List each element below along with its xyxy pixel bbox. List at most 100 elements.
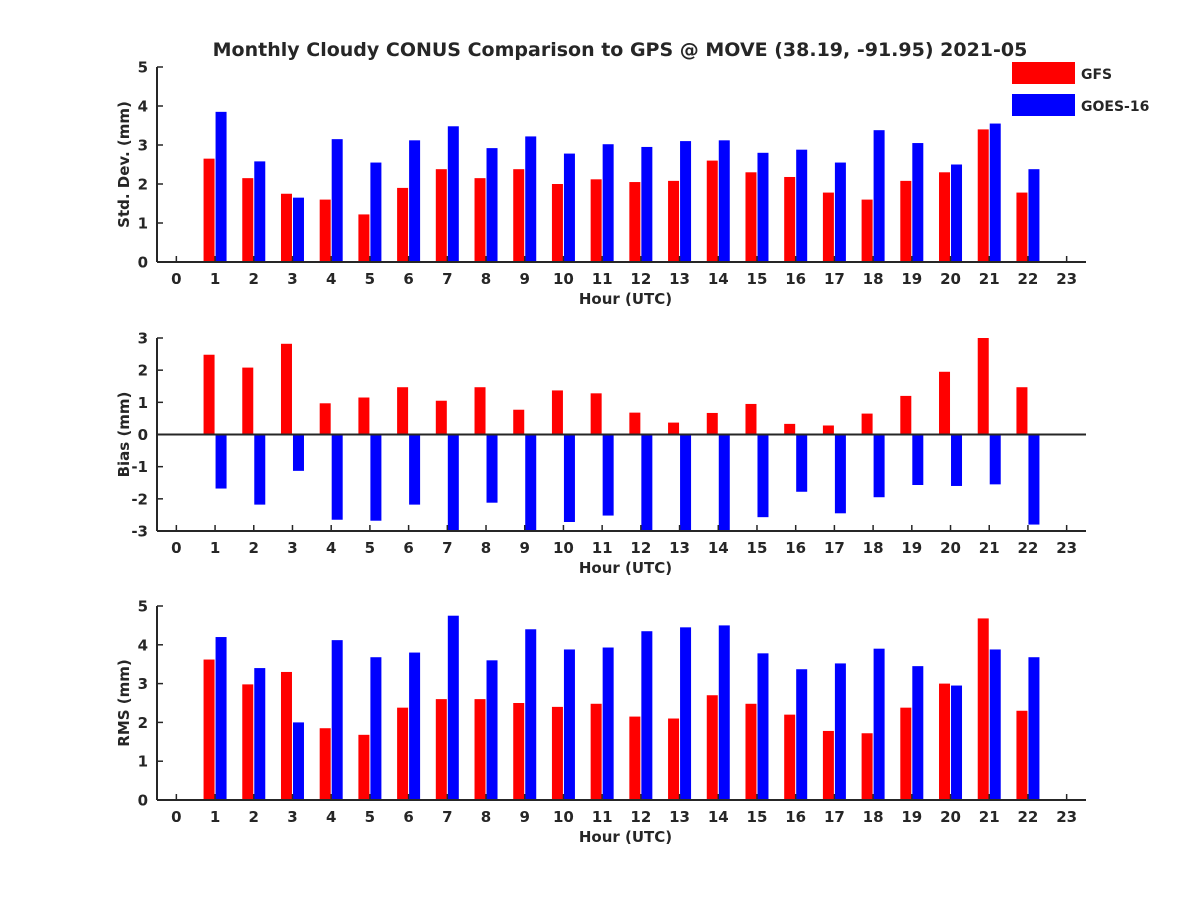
rms-bar-gfs-hour-11 [590,703,602,800]
bias-bar-goes16-hour-20 [951,434,963,486]
rms-x-tick-label-2: 2 [249,808,259,826]
bias-bar-goes16-hour-2 [254,434,266,505]
rms-x-tick-label-4: 4 [326,808,336,826]
std-bar-gfs-hour-17 [822,192,834,262]
bias-bar-goes16-hour-9 [525,434,537,531]
bias-bar-goes16-hour-3 [292,434,304,471]
rms-bar-goes16-hour-3 [292,722,304,800]
rms-bar-goes16-hour-6 [409,652,421,800]
std-x-tick-label-3: 3 [287,270,297,288]
rms-y-tick-label-2: 2 [138,714,148,732]
rms-bar-gfs-hour-14 [706,695,718,800]
std-bar-gfs-hour-16 [784,176,796,262]
rms-bar-gfs-hour-22 [1016,710,1028,800]
bias-bar-gfs-hour-17 [822,425,834,435]
bias-bar-goes16-hour-8 [486,434,498,503]
std-bar-goes16-hour-18 [873,130,885,262]
std-y-tick-label-0: 0 [138,254,148,272]
std-x-tick-label-5: 5 [365,270,375,288]
std-x-tick-label-11: 11 [592,270,613,288]
rms-x-tick-label-21: 21 [979,808,1000,826]
bias-bar-gfs-hour-6 [397,387,409,435]
std-x-tick-label-2: 2 [249,270,259,288]
rms-bar-gfs-hour-18 [861,733,873,800]
bias-y-tick-label-1: 1 [138,394,148,412]
std-bar-gfs-hour-13 [668,180,680,262]
rms-x-tick-label-5: 5 [365,808,375,826]
rms-bar-goes16-hour-20 [951,685,963,800]
bias-bar-goes16-hour-19 [912,434,924,485]
rms-bar-gfs-hour-8 [474,699,486,800]
bias-bar-goes16-hour-18 [873,434,885,498]
rms-bar-goes16-hour-12 [641,631,653,800]
rms-bar-gfs-hour-12 [629,716,641,800]
bias-bar-gfs-hour-10 [551,390,563,435]
rms-x-tick-label-13: 13 [669,808,690,826]
std-bar-goes16-hour-6 [409,140,421,262]
bias-bar-goes16-hour-22 [1028,434,1040,525]
std-x-tick-label-9: 9 [520,270,530,288]
std-x-tick-label-19: 19 [901,270,922,288]
std-x-tick-label-7: 7 [442,270,452,288]
bias-x-axis-label: Hour (UTC) [579,559,672,577]
bias-x-tick-label-18: 18 [863,539,884,557]
std-x-tick-label-10: 10 [553,270,574,288]
bias-bar-gfs-hour-4 [319,403,331,435]
rms-x-tick-label-23: 23 [1056,808,1077,826]
bias-bar-gfs-hour-11 [590,393,602,435]
bias-bar-goes16-hour-1 [215,434,227,489]
rms-bar-goes16-hour-9 [525,629,537,800]
bias-bar-goes16-hour-15 [757,434,769,518]
rms-bar-goes16-hour-16 [796,669,808,800]
bias-x-tick-label-0: 0 [171,539,181,557]
rms-bar-gfs-hour-16 [784,714,796,800]
bias-y-tick-label--2: -2 [131,490,148,508]
rms-x-tick-label-6: 6 [403,808,413,826]
bias-x-tick-label-16: 16 [785,539,806,557]
legend-swatch-goes16 [1012,94,1075,116]
bias-bar-goes16-hour-13 [680,434,692,531]
bias-x-tick-label-15: 15 [747,539,768,557]
bias-bar-gfs-hour-3 [280,343,292,435]
bias-bar-goes16-hour-7 [447,434,459,531]
bias-bar-gfs-hour-20 [939,371,951,435]
rms-bar-goes16-hour-4 [331,640,343,800]
rms-x-tick-label-14: 14 [708,808,729,826]
rms-bar-goes16-hour-14 [718,625,730,800]
std-x-tick-label-20: 20 [940,270,961,288]
std-x-tick-label-13: 13 [669,270,690,288]
bias-x-tick-label-19: 19 [901,539,922,557]
rms-bar-goes16-hour-21 [989,649,1001,800]
rms-bar-gfs-hour-2 [242,684,254,800]
std-bar-goes16-hour-12 [641,146,653,262]
std-bar-goes16-hour-17 [834,162,846,262]
bias-bar-gfs-hour-22 [1016,387,1028,435]
rms-x-tick-label-0: 0 [171,808,181,826]
std-x-tick-label-21: 21 [979,270,1000,288]
bias-bar-goes16-hour-21 [989,434,1001,485]
rms-x-tick-label-8: 8 [481,808,491,826]
std-bar-gfs-hour-2 [242,178,254,262]
rms-bar-goes16-hour-13 [680,627,692,800]
bias-bar-goes16-hour-16 [796,434,808,492]
rms-bar-gfs-hour-3 [280,671,292,800]
std-x-tick-label-6: 6 [403,270,413,288]
rms-y-tick-label-0: 0 [138,792,148,810]
bias-bar-gfs-hour-18 [861,413,873,435]
rms-bar-gfs-hour-5 [358,734,370,800]
rms-x-tick-label-9: 9 [520,808,530,826]
std-x-tick-label-0: 0 [171,270,181,288]
std-bar-gfs-hour-22 [1016,192,1028,262]
bias-bar-goes16-hour-4 [331,434,343,520]
std-bar-goes16-hour-1 [215,111,227,262]
std-bar-gfs-hour-8 [474,178,486,262]
rms-x-tick-label-3: 3 [287,808,297,826]
std-y-tick-label-1: 1 [138,215,148,233]
rms-bar-gfs-hour-19 [900,707,912,800]
std-y-tick-label-3: 3 [138,137,148,155]
rms-bar-gfs-hour-4 [319,728,331,800]
rms-x-axis-label: Hour (UTC) [579,828,672,846]
bias-x-tick-label-23: 23 [1056,539,1077,557]
